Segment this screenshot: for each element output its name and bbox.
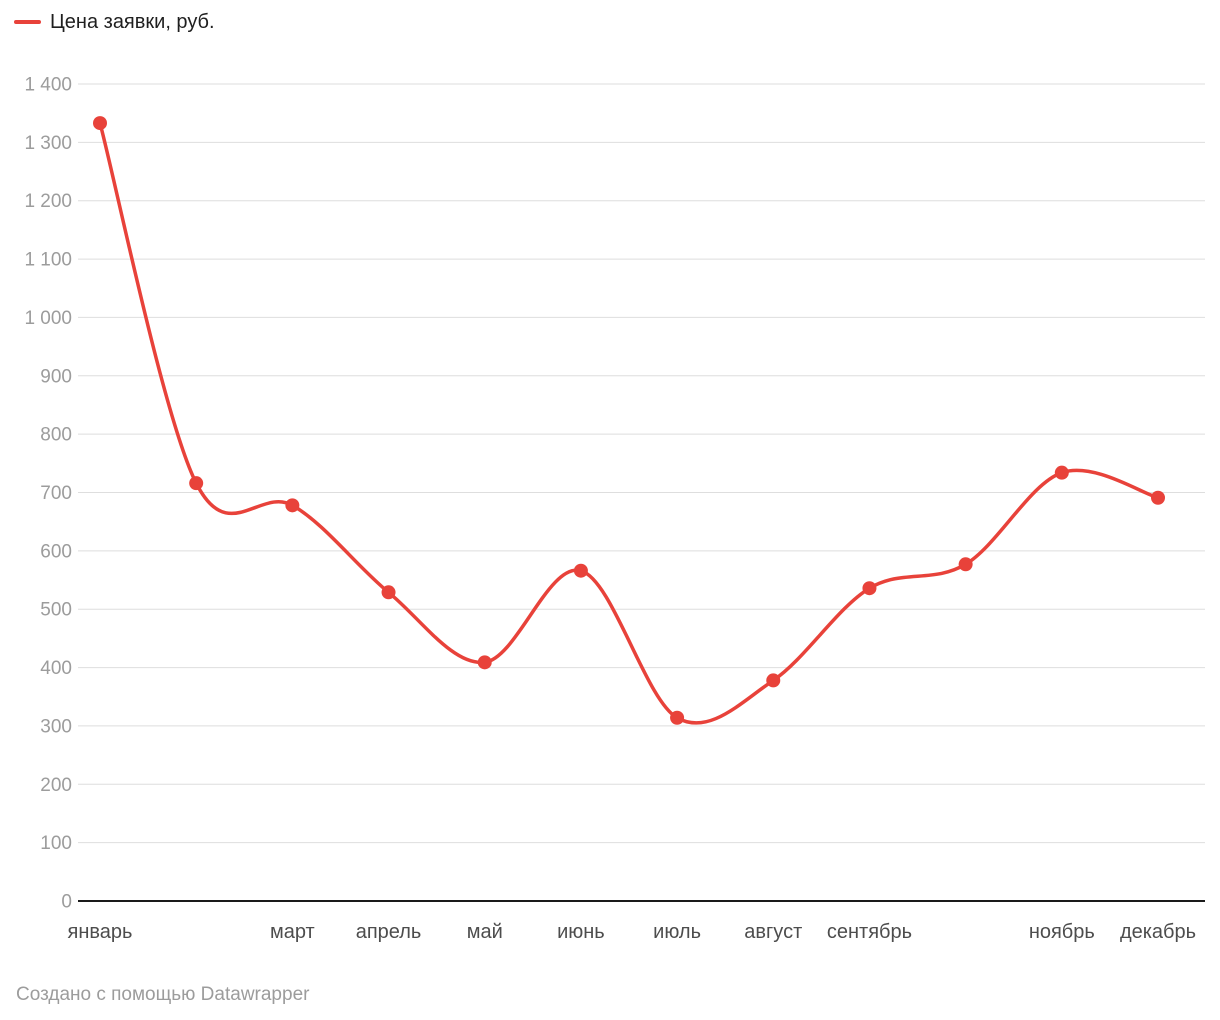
data-point[interactable]	[285, 498, 300, 513]
y-axis-label: 700	[40, 483, 72, 504]
x-axis-label: июль	[653, 921, 701, 943]
x-axis-label: январь	[68, 921, 133, 943]
x-axis-label: сентябрь	[827, 921, 912, 943]
y-axis-label: 1 100	[24, 250, 72, 271]
data-point[interactable]	[93, 116, 107, 131]
data-point[interactable]	[573, 563, 588, 578]
data-point[interactable]	[477, 655, 492, 670]
chart-legend: Цена заявки, руб.	[14, 12, 215, 32]
y-axis-label: 500	[40, 600, 72, 621]
attribution-text: Создано с помощью Datawrapper	[16, 984, 310, 1005]
y-axis-label: 0	[61, 892, 72, 913]
y-axis-label: 1 400	[24, 75, 72, 96]
x-axis-label: апрель	[356, 921, 422, 943]
y-axis-label: 100	[40, 833, 72, 854]
x-axis-label: декабрь	[1120, 921, 1196, 943]
y-axis-label: 300	[40, 716, 72, 737]
y-axis-label: 1 000	[24, 308, 72, 329]
data-point[interactable]	[766, 673, 781, 688]
y-axis-label: 800	[40, 425, 72, 446]
series-line	[98, 121, 1160, 725]
x-axis-label: май	[467, 921, 503, 943]
data-point[interactable]	[670, 710, 685, 725]
legend-label: Цена заявки, руб.	[50, 11, 215, 33]
legend-line-icon	[14, 20, 41, 24]
data-point[interactable]	[189, 476, 204, 491]
y-axis-label: 200	[40, 775, 72, 796]
x-axis-label: июнь	[557, 921, 605, 943]
y-axis-label: 400	[40, 658, 72, 679]
y-axis-label: 900	[40, 366, 72, 387]
y-axis-label: 1 200	[24, 191, 72, 212]
data-point[interactable]	[381, 585, 396, 600]
x-axis-label: август	[744, 921, 802, 943]
y-axis-label: 600	[40, 541, 72, 562]
data-point[interactable]	[1151, 490, 1165, 505]
x-axis-label: март	[270, 921, 315, 943]
data-point[interactable]	[1054, 465, 1069, 480]
x-axis-label: ноябрь	[1029, 921, 1095, 943]
data-point[interactable]	[862, 581, 877, 596]
y-axis-label: 1 300	[24, 133, 72, 154]
data-point[interactable]	[958, 557, 973, 572]
